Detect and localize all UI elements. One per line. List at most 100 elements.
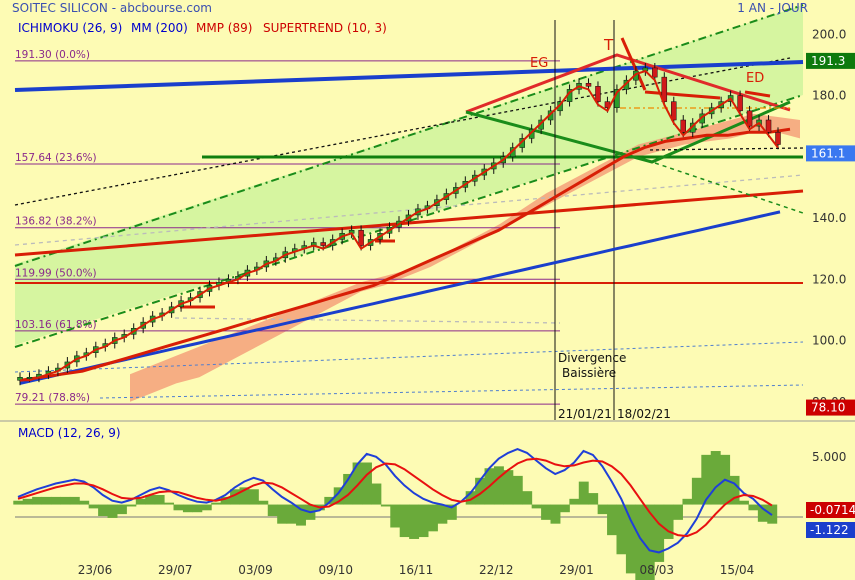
macd-histogram-bar <box>192 504 203 513</box>
macd-histogram-bar <box>503 470 514 505</box>
macd-histogram-bar <box>258 500 269 505</box>
macd-histogram-bar <box>607 504 617 536</box>
annotation-t: T <box>603 36 614 54</box>
macd-histogram-bar <box>437 504 448 524</box>
macd-histogram-bar <box>625 504 636 574</box>
bullish-channel-fill <box>15 5 803 345</box>
date-tick-label: 29/01 <box>559 563 594 577</box>
macd-histogram-bar <box>211 502 222 505</box>
macd-histogram-bar <box>333 487 344 505</box>
macd-histogram-bar <box>154 495 165 505</box>
macd-histogram-bar <box>512 475 523 505</box>
price-tick-label: 100.0 <box>812 334 846 348</box>
red-trend-long <box>14 189 804 257</box>
macd-histogram-bar <box>220 496 231 505</box>
supertrend-segments <box>180 37 771 309</box>
macd-histogram-bar <box>691 477 702 505</box>
period-label: 1 AN - JOUR <box>737 1 808 15</box>
macd-histogram-bar <box>578 481 589 505</box>
macd-tick-label: 5.000 <box>812 450 846 464</box>
macd-histogram-bar <box>69 496 80 505</box>
macd-histogram-bar <box>324 496 335 505</box>
macd-histogram-bar <box>418 504 429 538</box>
date-axis: 23/06 29/07 03/09 09/10 16/11 22/12 29/01 08/03… <box>78 563 755 577</box>
legend-ichimoku: ICHIMOKU (26, 9) <box>18 21 122 35</box>
candle-body <box>585 83 592 87</box>
macd-histogram-bar <box>493 466 504 505</box>
fib-level-label: 136.82 (38.2%) <box>15 216 97 228</box>
macd-histogram-bar <box>362 462 372 505</box>
macd-histogram-bar <box>427 504 438 532</box>
mm200-line <box>19 210 781 385</box>
macd-histogram-bar <box>201 504 212 511</box>
date-tick-label: 03/09 <box>238 563 273 577</box>
price-tick-label: 140.0 <box>812 211 846 225</box>
resistance-191-blue <box>14 60 804 92</box>
price-tag-box <box>806 399 855 416</box>
macd-histogram-bar <box>107 504 118 518</box>
fib-level-label: 157.64 (23.6%) <box>15 152 97 164</box>
macd-histogram-bar <box>164 502 175 505</box>
candle-body <box>320 242 326 246</box>
legend-mmp89: MMP (89) <box>196 21 252 35</box>
annotation-baissiere: Baissière <box>562 366 616 380</box>
supertrend-seg <box>744 90 771 98</box>
candle-body <box>746 110 753 127</box>
macd-histogram-bar <box>701 454 712 505</box>
ichimoku-base-line <box>20 69 779 382</box>
macd-tags: -0.0714 -1.122 <box>806 502 855 538</box>
supertrend-seg <box>620 37 647 91</box>
candle-body <box>775 132 781 145</box>
macd-histogram-bar <box>409 504 420 539</box>
macd-histogram-bar <box>380 504 391 507</box>
macd-histogram-bar <box>390 504 401 528</box>
date-tick-label: 23/06 <box>78 563 113 577</box>
macd-histogram-bar <box>399 504 410 538</box>
macd-line <box>17 448 773 554</box>
price-tags: 191.3 161.1 78.10 <box>806 52 855 416</box>
macd-panel: MACD (12, 26, 9) 5.000 -0.0714 -1.122 <box>13 426 855 580</box>
upper-grey-dashed <box>14 174 804 246</box>
indicator-legend: ICHIMOKU (26, 9) MM (200) MMP (89) SUPER… <box>18 21 387 35</box>
date-tick-label: 16/11 <box>399 563 434 577</box>
price-tick-label: 200.0 <box>812 27 846 41</box>
macd-histogram-bar <box>588 493 599 505</box>
price-tag-box <box>806 145 855 162</box>
macd-histogram-bar <box>550 504 561 524</box>
macd-histogram-bar <box>682 498 693 505</box>
green-dashed-fall <box>654 162 804 214</box>
macd-histogram-bar <box>13 500 24 505</box>
macd-histogram-bar <box>757 504 768 522</box>
price-tick-label: 180.0 <box>812 89 846 103</box>
macd-histogram-bar <box>465 491 476 505</box>
macd-histogram-bar <box>98 504 109 517</box>
legend-supertrend: SUPERTREND (10, 3) <box>263 21 387 35</box>
fib-level-label: 119.99 (50.0%) <box>15 267 97 279</box>
candle-body <box>671 101 677 121</box>
price-tag-label: 191.3 <box>811 54 845 68</box>
fib-level-label: 79.21 (78.8%) <box>15 392 90 404</box>
candle-body <box>680 119 686 133</box>
trend-lines <box>14 4 804 420</box>
macd-histogram-bar <box>50 496 61 505</box>
macd-histogram-bar <box>343 473 354 505</box>
macd-histogram-bar <box>41 496 52 505</box>
macd-histogram-bar <box>710 451 721 505</box>
date-tick-label: 08/03 <box>639 563 674 577</box>
macd-histogram-bar <box>277 504 288 524</box>
macd-histogram-bar <box>239 487 250 505</box>
macd-histogram-bar <box>88 504 99 509</box>
macd-tag-label: -0.0714 <box>810 503 855 517</box>
legend-mm200: MM (200) <box>131 21 188 35</box>
candle-body <box>26 377 33 379</box>
macd-tag-box <box>806 502 855 518</box>
macd-histogram-bar <box>79 500 90 505</box>
ichimoku-cloud-area <box>130 113 800 402</box>
macd-histogram-bar <box>748 504 759 511</box>
macd-histogram-bar <box>663 504 674 539</box>
macd-histogram-bar <box>522 491 533 505</box>
macd-histogram-bar <box>352 462 363 505</box>
macd-histogram-bar <box>597 504 608 515</box>
ichimoku-cloud <box>130 113 800 402</box>
